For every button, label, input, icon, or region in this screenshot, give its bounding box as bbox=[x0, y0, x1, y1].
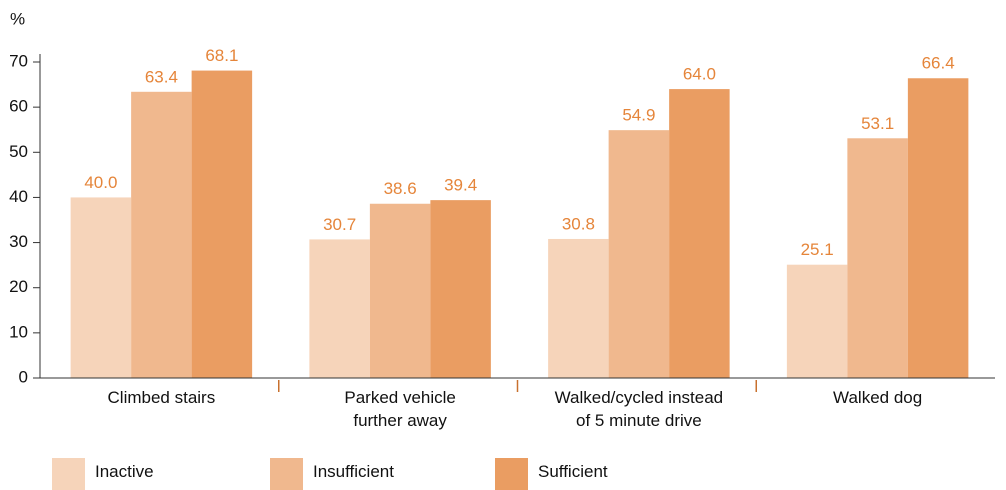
data-label: 66.4 bbox=[922, 54, 955, 73]
bar bbox=[369, 203, 431, 378]
bar bbox=[309, 239, 370, 378]
data-label: 63.4 bbox=[145, 67, 178, 86]
data-label: 25.1 bbox=[801, 240, 834, 259]
bar bbox=[847, 138, 908, 378]
legend-swatch bbox=[270, 458, 303, 490]
legend-label: Inactive bbox=[95, 462, 154, 481]
bar bbox=[669, 89, 730, 378]
data-label: 40.0 bbox=[84, 173, 117, 192]
y-tick-label: 50 bbox=[9, 142, 28, 161]
y-axis-label: % bbox=[10, 9, 25, 28]
y-tick-label: 20 bbox=[9, 277, 28, 296]
data-label: 53.1 bbox=[861, 114, 894, 133]
legend-swatch bbox=[52, 458, 85, 490]
data-label: 68.1 bbox=[205, 46, 238, 65]
legend-label: Sufficient bbox=[538, 462, 608, 481]
bar bbox=[548, 238, 609, 378]
x-tick-label: Walked/cycled instead of 5 minute drive bbox=[554, 388, 724, 430]
data-label: 38.6 bbox=[384, 179, 417, 198]
y-tick-label: 40 bbox=[9, 187, 28, 206]
data-label: 54.9 bbox=[622, 106, 655, 125]
y-tick-label: 0 bbox=[19, 367, 28, 386]
bar bbox=[907, 78, 969, 378]
bar bbox=[786, 264, 848, 378]
x-tick-label: Parked vehicle further away bbox=[344, 388, 456, 430]
y-tick-label: 60 bbox=[9, 97, 28, 116]
legend-swatch bbox=[495, 458, 528, 490]
y-tick-label: 70 bbox=[9, 51, 28, 70]
data-label: 30.7 bbox=[323, 215, 356, 234]
bar bbox=[608, 130, 670, 378]
legend-label: Insufficient bbox=[313, 462, 394, 481]
data-label: 39.4 bbox=[444, 176, 477, 195]
y-tick-label: 30 bbox=[9, 232, 28, 251]
bar bbox=[430, 200, 491, 378]
bar bbox=[70, 197, 132, 378]
x-tick-label: Climbed stairs bbox=[107, 388, 216, 407]
data-label: 30.8 bbox=[562, 214, 595, 233]
data-label: 64.0 bbox=[683, 65, 716, 84]
y-tick-label: 10 bbox=[9, 322, 28, 341]
bar bbox=[131, 91, 192, 379]
bar bbox=[191, 70, 253, 378]
x-tick-label: Walked dog bbox=[833, 388, 923, 407]
